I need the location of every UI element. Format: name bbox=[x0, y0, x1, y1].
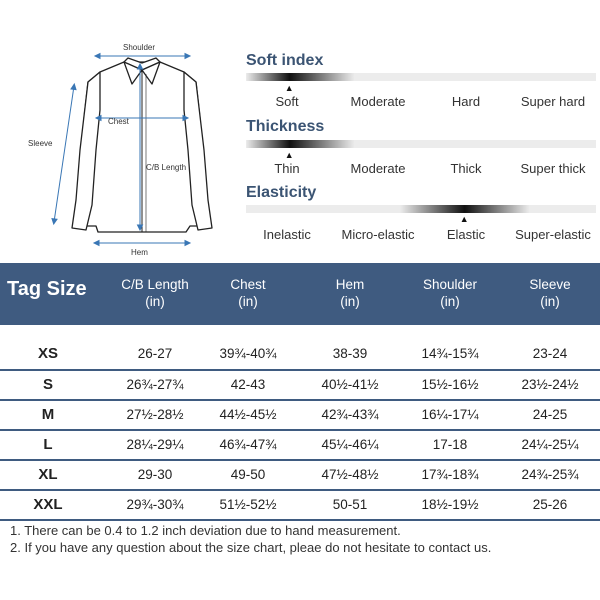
table-cell: 18½-19½ bbox=[421, 497, 479, 512]
table-row-l: L 28¼-29¼ 46¾-47¾ 45¼-46¼ 17-18 24¼-25¼ bbox=[0, 431, 600, 459]
column-unit: (in) bbox=[238, 294, 258, 309]
scale-option: Hard bbox=[451, 94, 481, 109]
column-unit: (in) bbox=[145, 294, 165, 309]
column-unit: (in) bbox=[540, 294, 560, 309]
table-cell: 24-25 bbox=[532, 407, 568, 422]
scale-gradient-bar bbox=[246, 205, 596, 213]
scale-option: Moderate bbox=[350, 161, 406, 176]
scale-option: Inelastic bbox=[263, 227, 311, 242]
note-deviation: 1. There can be 0.4 to 1.2 inch deviatio… bbox=[10, 523, 401, 538]
scale-option: Elastic bbox=[446, 227, 486, 242]
size-cell: L bbox=[43, 436, 53, 453]
scale-title: Thickness bbox=[246, 118, 325, 135]
table-cell: 28¼-29¼ bbox=[126, 437, 184, 452]
column-unit: (in) bbox=[440, 294, 460, 309]
column-unit: (in) bbox=[340, 294, 360, 309]
column-name: Sleeve bbox=[529, 277, 571, 292]
table-cell: 25-26 bbox=[532, 497, 568, 512]
scale-option: Thin bbox=[274, 161, 300, 176]
table-cell: 50-51 bbox=[332, 497, 368, 512]
table-cell: 44½-45½ bbox=[219, 407, 277, 422]
table-row-xxl: XXL 29¾-30¾ 51½-52½ 50-51 18½-19½ 25-26 bbox=[0, 491, 600, 519]
row-divider bbox=[0, 459, 600, 461]
table-cell: 16¼-17¼ bbox=[421, 407, 479, 422]
size-cell: XL bbox=[38, 466, 58, 483]
scale-option: Thick bbox=[450, 161, 482, 176]
size-cell: XS bbox=[37, 345, 59, 362]
table-cell: 49-50 bbox=[230, 467, 266, 482]
scale-gradient-bar bbox=[246, 73, 596, 81]
table-row-m: M 27½-28½ 44½-45½ 42¾-43¾ 16¼-17¼ 24-25 bbox=[0, 401, 600, 429]
chest-label: Chest bbox=[108, 117, 129, 126]
scale-title: Soft index bbox=[246, 52, 324, 69]
table-row-s: S 26¾-27¾ 42-43 40½-41½ 15½-16½ 23½-24½ bbox=[0, 371, 600, 399]
table-cell: 24¾-25¾ bbox=[521, 467, 579, 482]
column-name: Chest bbox=[230, 277, 266, 292]
table-row-xs: XS 26-27 39¾-40¾ 38-39 14¾-15¾ 23-24 bbox=[0, 340, 600, 368]
row-divider bbox=[0, 489, 600, 491]
size-cell: S bbox=[42, 376, 54, 393]
column-header-chest: Chest (in) bbox=[230, 276, 265, 310]
scale-option: Super hard bbox=[520, 94, 586, 109]
table-cell: 27½-28½ bbox=[126, 407, 184, 422]
table-cell: 42-43 bbox=[230, 377, 266, 392]
row-divider bbox=[0, 399, 600, 401]
scale-option: Moderate bbox=[350, 94, 406, 109]
column-header-hem: Hem (in) bbox=[336, 276, 365, 310]
cb-length-label: C/B Length bbox=[146, 163, 187, 172]
size-cell: XXL bbox=[33, 496, 63, 513]
row-divider bbox=[0, 429, 600, 431]
table-cell: 38-39 bbox=[332, 346, 368, 361]
shirt-measurement-diagram: Shoulder Chest C/B Length Sleeve Hem bbox=[0, 0, 240, 262]
table-cell: 23½-24½ bbox=[521, 377, 579, 392]
row-divider bbox=[0, 519, 600, 521]
table-cell: 14¾-15¾ bbox=[421, 346, 479, 361]
column-name: Shoulder bbox=[422, 277, 478, 292]
table-cell: 29-30 bbox=[137, 467, 173, 482]
table-cell: 17-18 bbox=[432, 437, 468, 452]
size-table-header bbox=[0, 263, 600, 325]
scale-option: Micro-elastic bbox=[341, 227, 415, 242]
size-cell: M bbox=[41, 406, 55, 423]
table-cell: 42¾-43¾ bbox=[321, 407, 379, 422]
table-cell: 51½-52½ bbox=[219, 497, 277, 512]
table-cell: 39¾-40¾ bbox=[219, 346, 277, 361]
scale-option: Soft bbox=[275, 94, 299, 109]
table-cell: 46¾-47¾ bbox=[219, 437, 277, 452]
table-cell: 45¼-46¼ bbox=[321, 437, 379, 452]
table-cell: 47½-48½ bbox=[321, 467, 379, 482]
table-row-xl: XL 29-30 49-50 47½-48½ 17¾-18¾ 24¾-25¾ bbox=[0, 461, 600, 489]
table-cell: 23-24 bbox=[532, 346, 568, 361]
table-cell: 40½-41½ bbox=[321, 377, 379, 392]
scale-marker-icon: ▲ bbox=[284, 150, 294, 160]
sleeve-label: Sleeve bbox=[28, 139, 53, 148]
table-cell: 26-27 bbox=[137, 346, 173, 361]
row-divider bbox=[0, 369, 600, 371]
scale-gradient-bar bbox=[246, 140, 596, 148]
scale-option: Super-elastic bbox=[515, 227, 591, 242]
column-name: Hem bbox=[335, 277, 365, 292]
table-cell: 15½-16½ bbox=[421, 377, 479, 392]
table-cell: 17¾-18¾ bbox=[421, 467, 479, 482]
table-cell: 24¼-25¼ bbox=[521, 437, 579, 452]
column-name: C/B Length bbox=[121, 277, 189, 292]
column-header-cb-length: C/B Length (in) bbox=[121, 276, 189, 310]
scale-option: Super thick bbox=[520, 161, 586, 176]
column-header-sleeve: Sleeve (in) bbox=[529, 276, 570, 310]
shirt-illustration bbox=[51, 52, 213, 247]
scale-marker-icon: ▲ bbox=[284, 83, 294, 93]
tag-size-heading: Tag Size bbox=[7, 278, 87, 300]
scale-title: Elasticity bbox=[246, 184, 317, 201]
scale-marker-icon: ▲ bbox=[459, 214, 469, 224]
column-header-shoulder: Shoulder (in) bbox=[423, 276, 477, 310]
hem-label: Hem bbox=[131, 248, 148, 257]
shoulder-label: Shoulder bbox=[123, 43, 156, 52]
table-cell: 26¾-27¾ bbox=[126, 377, 184, 392]
table-cell: 29¾-30¾ bbox=[126, 497, 184, 512]
note-contact: 2. If you have any question about the si… bbox=[10, 540, 492, 555]
